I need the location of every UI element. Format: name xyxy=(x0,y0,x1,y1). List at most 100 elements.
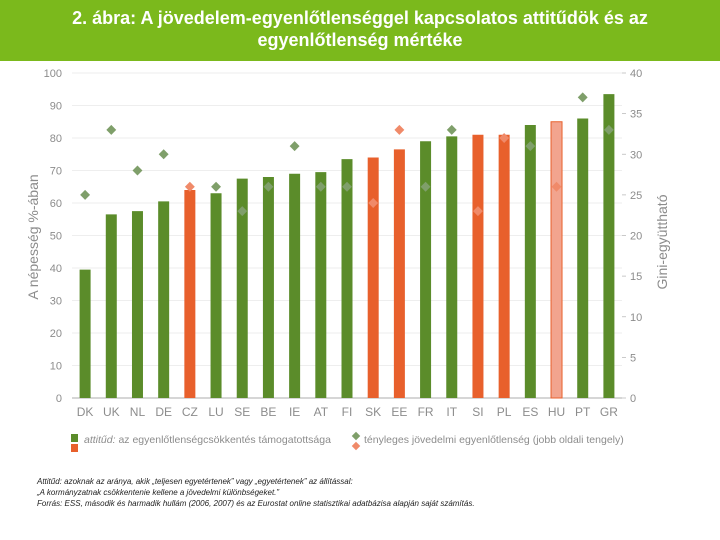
bar-fi xyxy=(341,159,353,398)
bar-gr xyxy=(603,94,615,398)
right-tick-label: 5 xyxy=(630,352,636,364)
marker-es xyxy=(525,141,536,152)
bar-cz xyxy=(184,190,196,398)
category-label-sk: SK xyxy=(365,405,381,419)
bar-hu xyxy=(550,121,563,399)
left-tick-label: 20 xyxy=(50,328,62,340)
left-tick-label: 90 xyxy=(50,101,62,113)
category-label-pl: PL xyxy=(497,405,512,419)
left-tick-label: 0 xyxy=(56,393,62,405)
left-tick-label: 50 xyxy=(50,231,62,243)
legend-bar-rest: az egyenlőtlenségcsökkentés támogatottsá… xyxy=(118,434,331,446)
marker-sk xyxy=(368,198,379,208)
x-axis-categories: DK UK NL DE CZ LU SE BE IE AT FI SK EE FR IT SI PL ES HU PT… xyxy=(77,405,618,419)
marker-be xyxy=(263,181,274,192)
category-label-nl: NL xyxy=(130,405,146,419)
bar-fr xyxy=(420,141,432,398)
marker-de xyxy=(158,149,169,160)
category-label-dk: DK xyxy=(77,405,94,419)
note-attitude-definition: Attitűd: azoknak az aránya, akik „teljes… xyxy=(37,477,353,486)
category-label-lu: LU xyxy=(208,405,223,419)
marker-nl xyxy=(132,165,143,176)
chart-title: 2. ábra: A jövedelem-egyenlőtlenséggel k… xyxy=(72,8,648,50)
right-tick-label: 0 xyxy=(630,393,636,405)
category-label-hu: HU xyxy=(548,405,565,419)
right-tick-label: 35 xyxy=(630,109,642,121)
bar-sk xyxy=(367,157,379,398)
category-label-es: ES xyxy=(522,405,538,419)
bar-be xyxy=(262,177,274,398)
marker-gr xyxy=(603,124,614,135)
marker-at xyxy=(315,181,326,192)
left-tick-label: 60 xyxy=(50,198,62,210)
left-tick-label: 80 xyxy=(50,133,62,145)
marker-fr xyxy=(420,181,431,192)
marker-series xyxy=(80,92,614,217)
bar-si xyxy=(472,134,484,398)
category-label-at: AT xyxy=(314,405,329,419)
bar-it xyxy=(446,136,458,398)
bar-de xyxy=(158,201,170,398)
bar-pt xyxy=(577,118,589,398)
left-tick-label: 40 xyxy=(50,263,62,275)
category-label-fi: FI xyxy=(342,405,353,419)
right-tick-label: 15 xyxy=(630,271,642,283)
right-y-axis: 0 5 10 15 20 25 30 35 40 xyxy=(622,68,642,405)
legend-marker-orange xyxy=(351,441,361,451)
marker-ie xyxy=(289,141,300,152)
bar-dk xyxy=(79,269,91,398)
bar-nl xyxy=(131,211,143,398)
bar-at xyxy=(315,172,327,398)
marker-pl xyxy=(499,133,510,143)
chart-title-bar: 2. ábra: A jövedelem-egyenlőtlenséggel k… xyxy=(0,0,720,61)
left-y-axis: 0 10 20 30 40 50 60 70 80 90 100 xyxy=(44,68,62,405)
marker-hu xyxy=(551,181,562,192)
left-tick-label: 30 xyxy=(50,296,62,308)
bar-se xyxy=(236,178,248,398)
marker-uk xyxy=(106,124,117,135)
category-label-gr: GR xyxy=(600,405,618,419)
marker-dk xyxy=(80,189,91,200)
category-label-it: IT xyxy=(446,405,457,419)
right-tick-label: 40 xyxy=(630,68,642,80)
left-y-axis-label: A népesség %-ában xyxy=(25,174,41,299)
left-tick-label: 70 xyxy=(50,166,62,178)
marker-pt xyxy=(577,92,588,103)
bar-uk xyxy=(105,214,117,398)
category-label-be: BE xyxy=(260,405,276,419)
marker-se xyxy=(237,206,248,217)
marker-it xyxy=(446,124,457,135)
bar-pl xyxy=(498,134,510,398)
bar-ee xyxy=(393,149,405,398)
legend-bar-label: attitűd: az egyenlőtlenségcsökkentés tám… xyxy=(84,434,331,446)
left-tick-label: 10 xyxy=(50,361,62,373)
marker-cz xyxy=(184,181,195,192)
category-label-ee: EE xyxy=(391,405,407,419)
right-tick-label: 20 xyxy=(630,231,642,243)
bar-ie xyxy=(289,173,301,398)
legend-bar-prefix: attitűd: xyxy=(84,434,116,446)
right-tick-label: 10 xyxy=(630,312,642,324)
right-tick-label: 25 xyxy=(630,190,642,202)
bar-es xyxy=(524,125,536,398)
legend-swatch-orange-bar xyxy=(71,444,78,452)
chart-notes: Attitűd: azoknak az aránya, akik „teljes… xyxy=(37,476,697,509)
category-label-uk: UK xyxy=(103,405,120,419)
category-label-fr: FR xyxy=(418,405,434,419)
legend-marker-label: tényleges jövedelmi egyenlőtlenség (jobb… xyxy=(364,434,624,446)
note-statement: „A kormányzatnak csökkentenie kellene a … xyxy=(37,488,280,497)
marker-ee xyxy=(394,124,405,135)
category-label-ie: IE xyxy=(289,405,300,419)
legend-swatch-green-bar xyxy=(71,434,78,442)
bar-series xyxy=(79,94,615,399)
category-label-se: SE xyxy=(234,405,250,419)
right-tick-label: 30 xyxy=(630,149,642,161)
right-y-axis-label: Gini-együttható xyxy=(654,194,670,289)
category-label-si: SI xyxy=(472,405,483,419)
marker-lu xyxy=(211,181,221,192)
marker-fi xyxy=(342,181,352,192)
legend: attitűd: az egyenlőtlenségcsökkentés tám… xyxy=(71,431,624,452)
category-label-pt: PT xyxy=(575,405,591,419)
marker-si xyxy=(473,206,483,217)
